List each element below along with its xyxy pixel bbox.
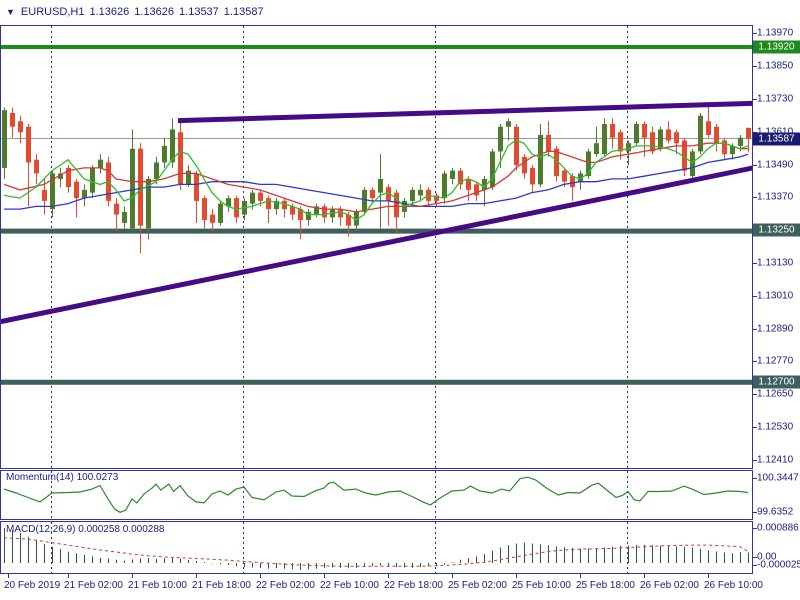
price-axis-label: 1.13970 [757, 27, 794, 39]
price-axis-label: 1.13490 [757, 159, 794, 171]
candles-layer [2, 101, 751, 254]
momentum-indicator-label: Momentum(14) 100.0273 [6, 472, 119, 483]
macd-signal-value: 0.000288 [122, 524, 165, 535]
time-axis-label: 26 Feb 10:00 [704, 580, 763, 591]
symbol-dropdown-icon[interactable]: ▼ [6, 7, 15, 17]
symbol-period-label: EURUSD,H1 [20, 6, 85, 18]
price-axis-label: 1.12770 [757, 355, 794, 367]
ohlc-low: 1.13537 [179, 6, 219, 18]
ma-mid-red-line [3, 142, 748, 213]
price-badge-resistance-level: 1.13920 [753, 40, 800, 54]
ohlc-high: 1.13626 [134, 6, 175, 18]
price-axis-label: 1.13370 [757, 191, 794, 203]
price-badge-support-level: 1.13250 [753, 223, 800, 237]
macd-axis-label: -0.000025 [757, 559, 800, 571]
ohlc-open: 1.13626 [89, 6, 130, 18]
price-axis-label: 1.13610 [757, 127, 793, 138]
momentum-axis-label: 100.3447 [757, 472, 799, 484]
momentum-value: 100.0273 [76, 472, 119, 483]
macd-axis-label: 0.000886 [757, 522, 799, 534]
price-axis-label: 1.13010 [757, 290, 794, 302]
macd-histogram [4, 528, 749, 570]
ma-fast-green-line [3, 139, 749, 221]
price-badge-current-price: 1.13587 [753, 132, 800, 146]
price-axis-label: 1.13130 [757, 257, 794, 269]
price-axis-label: 1.13730 [757, 93, 794, 105]
momentum-axis-label: 99.6352 [757, 506, 794, 518]
main-chart-panel[interactable] [0, 25, 753, 469]
time-axis-label: 22 Feb 02:00 [256, 580, 315, 591]
time-axis-label: 26 Feb 02:00 [640, 580, 699, 591]
macd-signal-line [3, 537, 749, 567]
chart-title: ▼ EURUSD,H1 1.13626 1.13626 1.13537 1.13… [6, 4, 269, 20]
time-axis-label: 22 Feb 10:00 [320, 580, 379, 591]
price-axis-label: 1.12890 [757, 323, 794, 335]
time-axis-label: 21 Feb 18:00 [192, 580, 251, 591]
price-badge-support-level: 1.12700 [753, 375, 800, 389]
macd-main-value: 0.000258 [78, 524, 120, 535]
price-axis-label: 1.12410 [757, 454, 794, 466]
time-axis-label: 25 Feb 18:00 [576, 580, 635, 591]
time-axis-label: 25 Feb 10:00 [512, 580, 571, 591]
macd-panel[interactable] [0, 521, 753, 574]
price-axis-label: 1.13850 [757, 60, 794, 72]
ma-slow-blue-line [4, 153, 749, 210]
ohlc-close: 1.13587 [223, 6, 264, 18]
price-axis-label: 1.12530 [757, 421, 794, 433]
time-axis-label: 21 Feb 10:00 [128, 580, 187, 591]
momentum-panel[interactable] [0, 470, 753, 520]
lower-rising-trendline[interactable] [0, 165, 753, 325]
macd-indicator-label: MACD(12,26,9) 0.000258 0.000288 [6, 524, 165, 535]
time-axis-label: 22 Feb 18:00 [384, 580, 443, 591]
momentum-line [3, 476, 749, 513]
price-axis-label: 1.12650 [757, 388, 794, 400]
time-axis-label: 20 Feb 2019 [4, 580, 61, 591]
time-axis-label: 21 Feb 02:00 [64, 580, 123, 591]
macd-axis-label: 0.00 [757, 551, 777, 563]
time-axis-label: 25 Feb 02:00 [448, 580, 507, 591]
upper-trendline[interactable] [177, 100, 753, 124]
